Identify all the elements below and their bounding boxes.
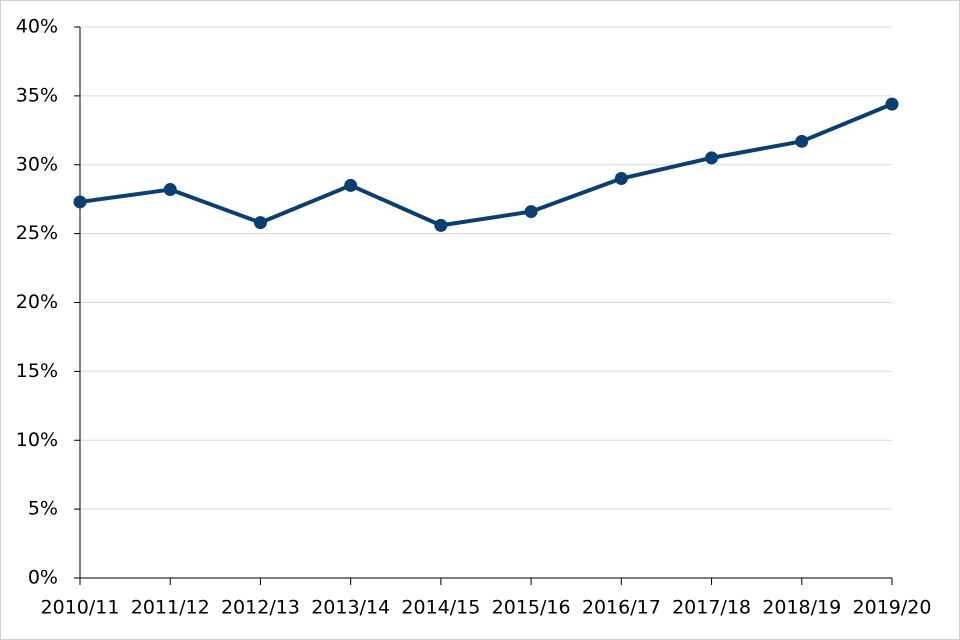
x-tick-label: 2018/19 <box>762 597 841 619</box>
y-tick-label: 10% <box>16 429 58 451</box>
x-tick-label: 2013/14 <box>311 597 390 619</box>
x-tick-label: 2016/17 <box>582 597 661 619</box>
x-tick-label: 2019/20 <box>853 597 932 619</box>
data-point <box>163 183 177 197</box>
data-point <box>885 97 899 111</box>
data-point <box>73 195 87 209</box>
y-tick-label: 15% <box>16 360 58 382</box>
y-tick-label: 35% <box>16 84 58 106</box>
y-tick-label: 20% <box>16 291 58 313</box>
x-tick-label: 2017/18 <box>672 597 751 619</box>
data-point <box>614 172 628 186</box>
x-tick-label: 2010/11 <box>41 597 120 619</box>
x-tick-label: 2012/13 <box>221 597 300 619</box>
data-point <box>524 205 538 219</box>
y-tick-label: 30% <box>16 153 58 175</box>
y-tick-label: 40% <box>16 16 58 38</box>
y-tick-label: 25% <box>16 222 58 244</box>
data-point <box>344 178 358 192</box>
data-point <box>795 134 809 148</box>
x-tick-label: 2015/16 <box>492 597 571 619</box>
data-point <box>434 218 448 232</box>
x-tick-label: 2011/12 <box>131 597 210 619</box>
y-tick-label: 5% <box>28 498 58 520</box>
data-point <box>253 216 267 230</box>
x-tick-label: 2014/15 <box>401 597 480 619</box>
y-tick-label: 0% <box>28 567 58 589</box>
data-point <box>705 151 719 165</box>
series-line <box>79 102 893 228</box>
